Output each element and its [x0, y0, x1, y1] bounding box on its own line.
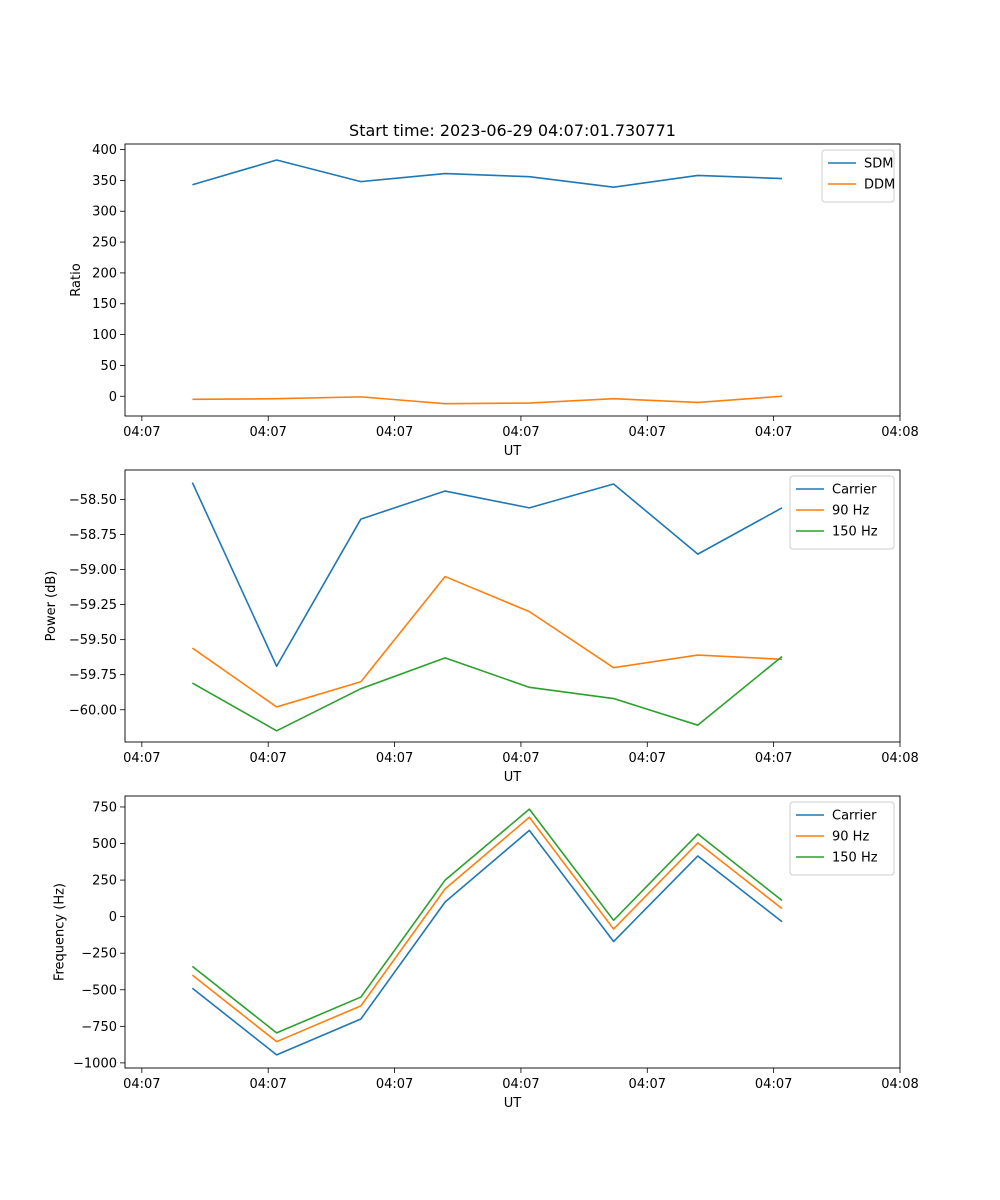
y-tick-label: −59.25 — [69, 598, 117, 613]
x-tick-label: 04:07 — [376, 751, 413, 766]
y-tick-label: 300 — [92, 205, 117, 220]
y-tick-label: 750 — [92, 800, 117, 815]
x-tick-label: 04:07 — [249, 751, 286, 766]
axes-frame — [124, 143, 901, 417]
x-tick-label: 04:07 — [123, 1077, 160, 1092]
x-tick-label: 04:07 — [249, 1077, 286, 1092]
y-axis-label: Power (dB) — [44, 571, 59, 642]
y-tick-label: −58.75 — [69, 528, 117, 543]
legend-entry: 150 Hz — [832, 851, 878, 866]
chart-panel-1: 04:07 04:07 04:07 04:07 04:07 04:07 04:08 UT 0 50… — [69, 143, 919, 459]
legend: Carrier 90 Hz 150 Hz — [789, 801, 895, 876]
y-tick-label: 150 — [92, 297, 117, 312]
series-line-90-hz — [191, 816, 783, 1043]
x-tick-label: 04:07 — [376, 1077, 413, 1092]
y-tick-label: 0 — [109, 390, 117, 405]
y-tick-label: 250 — [92, 874, 117, 889]
x-axis-label: UT — [504, 1096, 522, 1111]
chart-panel-2: 04:07 04:07 04:07 04:07 04:07 04:07 04:08 UT −60… — [44, 469, 919, 785]
y-axis-label: Frequency (Hz) — [53, 883, 68, 981]
legend: SDM DDM — [821, 149, 895, 203]
x-tick-label: 04:07 — [502, 751, 539, 766]
x-tick-label: 04:07 — [755, 751, 792, 766]
y-tick-label: 50 — [100, 359, 117, 374]
y-tick-label: 100 — [92, 328, 117, 343]
y-tick-label: 250 — [92, 236, 117, 251]
y-tick-label: 200 — [92, 266, 117, 281]
x-tick-label: 04:07 — [249, 425, 286, 440]
y-tick-label: −1000 — [73, 1056, 117, 1071]
y-tick-label: −500 — [81, 983, 117, 998]
y-tick-label: −58.50 — [69, 493, 117, 508]
x-tick-label: 04:08 — [881, 425, 918, 440]
series-line-carrier — [191, 482, 783, 668]
series-line-150-hz — [191, 655, 783, 732]
x-tick-label: 04:07 — [755, 1077, 792, 1092]
chart-panel-3: 04:07 04:07 04:07 04:07 04:07 04:07 04:08 UT −10… — [53, 795, 919, 1111]
series-line-90-hz — [191, 575, 783, 708]
series-line-150-hz — [191, 808, 783, 1034]
x-tick-label: 04:07 — [123, 425, 160, 440]
axes-frame — [124, 469, 901, 743]
y-axis-label: Ratio — [69, 263, 84, 296]
y-tick-label: 0 — [109, 910, 117, 925]
series-line-ddm — [192, 395, 783, 405]
x-axis-label: UT — [504, 444, 522, 459]
legend-entry: 90 Hz — [832, 504, 869, 519]
legend: Carrier 90 Hz 150 Hz — [789, 475, 895, 550]
y-tick-label: −59.50 — [69, 633, 117, 648]
figure-title: Start time: 2023-06-29 04:07:01.730771 — [349, 121, 676, 140]
y-tick-label: 400 — [92, 143, 117, 158]
legend-entry: Carrier — [832, 483, 877, 498]
legend-entry: DDM — [864, 178, 895, 193]
y-tick-label: 500 — [92, 837, 117, 852]
series-line-carrier — [191, 829, 783, 1056]
axes-frame — [124, 795, 901, 1069]
y-tick-label: −59.75 — [69, 668, 117, 683]
y-tick-label: −250 — [81, 947, 117, 962]
x-axis-label: UT — [504, 770, 522, 785]
x-tick-label: 04:07 — [376, 425, 413, 440]
x-tick-label: 04:08 — [881, 1077, 918, 1092]
y-tick-label: 350 — [92, 174, 117, 189]
x-tick-label: 04:07 — [629, 751, 666, 766]
x-tick-label: 04:07 — [629, 425, 666, 440]
legend-entry: SDM — [864, 157, 893, 172]
x-tick-label: 04:07 — [123, 751, 160, 766]
legend-entry: 150 Hz — [832, 525, 878, 540]
x-tick-label: 04:08 — [881, 751, 918, 766]
legend-entry: Carrier — [832, 809, 877, 824]
y-tick-label: −750 — [81, 1020, 117, 1035]
x-tick-label: 04:07 — [502, 1077, 539, 1092]
y-tick-label: −60.00 — [69, 703, 117, 718]
x-tick-label: 04:07 — [755, 425, 792, 440]
legend-entry: 90 Hz — [832, 830, 869, 845]
series-line-sdm — [192, 159, 783, 188]
y-tick-label: −59.00 — [69, 563, 117, 578]
chart-panels: 04:07 04:07 04:07 04:07 04:07 04:07 04:08 UT 0 50… — [44, 143, 919, 1111]
x-tick-label: 04:07 — [629, 1077, 666, 1092]
x-tick-label: 04:07 — [502, 425, 539, 440]
